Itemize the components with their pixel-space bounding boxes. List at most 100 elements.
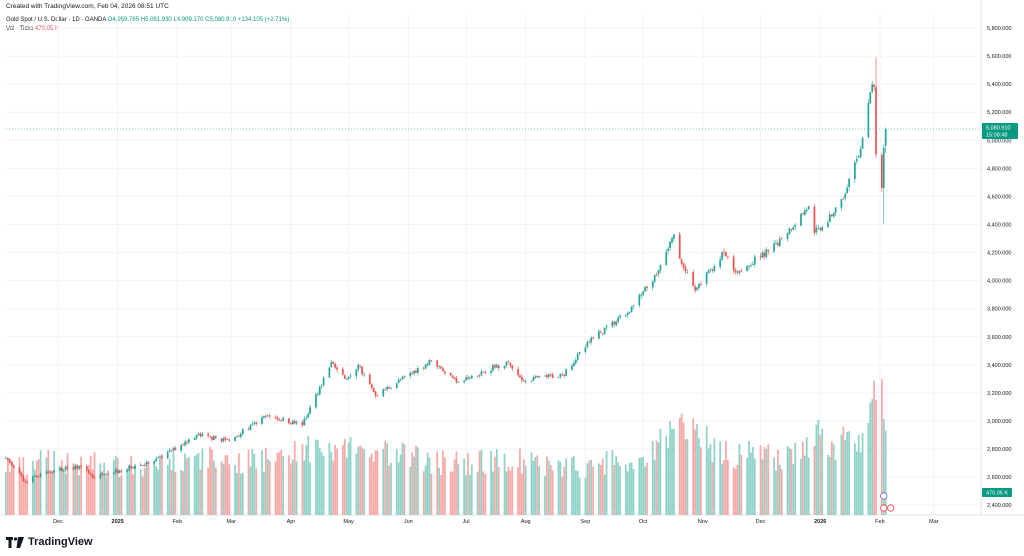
volume-bar [168,458,171,515]
candle-body [411,372,414,374]
candle-body [453,377,456,379]
volume-bar [611,450,614,515]
candle-body [430,360,433,362]
candle-body [855,158,858,162]
volume-bar [72,463,75,515]
volume-bar [524,466,527,515]
volume-bar [682,422,685,515]
volume-bar [430,473,433,515]
candle-body [619,315,621,318]
candle-body [226,439,229,440]
volume-bar [143,468,146,515]
price-tick-label: 5,800.000 [987,26,1011,32]
price-tick-label: 5,000.000 [987,138,1011,144]
volume-bar [399,454,402,515]
candle-body [761,252,764,258]
candle-body [209,435,211,437]
candle-body [403,376,406,377]
candle-body [497,365,500,368]
volume-bar [884,430,887,515]
candle-body [438,366,440,368]
volume-bar [882,418,885,515]
volume-legend-row[interactable]: Vol · Ticks 470.05 K [6,25,289,34]
volume-bar [490,450,492,515]
candle-body [288,418,290,424]
volume-bar [821,428,824,515]
volume-bar [578,477,581,515]
volume-bar [684,439,687,515]
price-tick-label: 4,200.000 [987,251,1011,257]
volume-bar [536,455,539,515]
volume-bar [303,460,306,515]
volume-bar [172,452,175,515]
volume-bar [669,421,671,515]
candle-body [359,365,362,367]
volume-bar [603,474,606,515]
volume-bar [187,456,190,515]
candle-body [330,362,333,368]
volume-bar [503,453,506,515]
volume-bar [624,464,627,515]
candle-body [709,268,712,270]
symbol-title[interactable]: Gold Spot / U.S. Dollar · 1D · OANDA [6,17,107,23]
volume-bar [291,459,294,515]
volume-bar [207,467,209,515]
volume-bar [617,462,619,515]
candle-body [470,375,473,379]
candle-body [20,473,23,476]
ohlc-legend-row[interactable]: Gold Spot / U.S. Dollar · 1D · OANDA O4,… [6,16,289,25]
volume-bar [193,456,196,515]
candle-body [105,473,107,475]
volume-bar [26,474,29,515]
tradingview-logo[interactable]: TradingView [6,536,93,548]
volume-bar [78,475,81,515]
candle-body [139,464,142,466]
candle-body [819,228,822,230]
candle-body [87,470,90,474]
candle-body [517,369,519,376]
candle-body [268,415,271,417]
volume-bar [453,459,456,515]
volume-bar [844,440,847,515]
volume-bar [368,457,371,515]
volume-bar [426,452,429,515]
candle-body [599,331,602,333]
volume-bar [12,465,15,515]
candle-body [465,377,467,381]
volume-label[interactable]: Vol · Ticks [6,26,34,32]
candle-body [726,256,729,258]
last-price-value: 5,080.910 [986,125,1010,131]
change-value: +134.105 (+2.71%) [237,17,290,23]
candle-body [457,381,460,383]
volume-bar [848,431,850,515]
volume-bar [440,475,442,515]
volume-bar [18,456,21,515]
candle-body [805,209,808,212]
candle-body [278,419,281,421]
candle-body [711,269,714,271]
candle-body [495,365,498,368]
candle-body [494,365,496,368]
candle-body [147,462,150,464]
volume-bar [238,453,240,515]
candle-body [692,272,695,287]
volume-bar [442,450,444,515]
volume-bar [719,441,722,515]
candle-body [207,433,209,436]
tradingview-brand: TradingView [28,536,93,548]
volume-bar [482,471,485,515]
candle-body [409,372,412,377]
volume-bar [334,445,337,515]
volume-bar [786,446,789,515]
candle-body [830,214,833,217]
volume-bar [630,462,633,515]
candle-body [544,375,546,377]
candle-body [85,466,88,471]
volume-bar [817,419,820,515]
volume-bar [372,461,375,515]
volume-bar [457,464,460,515]
candle-body [713,265,716,271]
candle-body [8,459,11,463]
candle-body [251,423,254,425]
